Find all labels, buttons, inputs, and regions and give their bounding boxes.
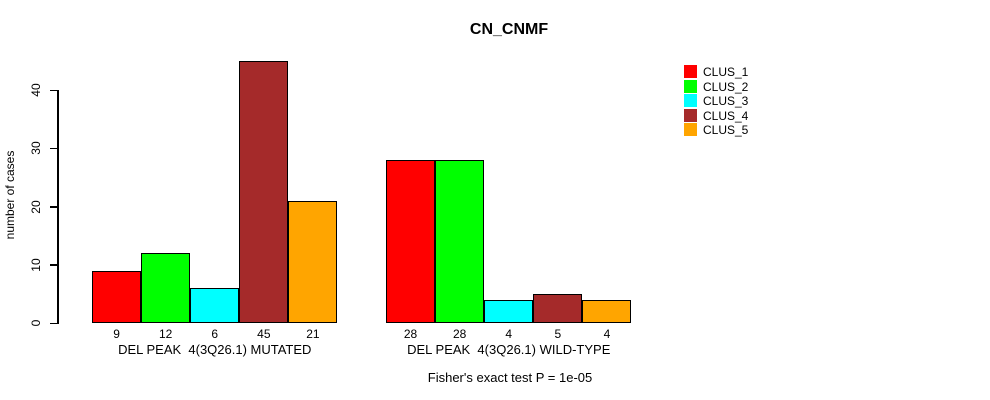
bar-clus_2-group2 <box>435 160 485 323</box>
bar-clus_5-group2 <box>582 299 632 323</box>
legend-label-clus_3: CLUS_3 <box>703 94 749 109</box>
y-tick-mark <box>50 147 58 150</box>
chart-title: CN_CNMF <box>469 21 549 38</box>
clus_5-color-swatch <box>684 123 697 137</box>
y-tick-mark <box>50 206 58 208</box>
bar-value-label: 9 <box>113 327 120 341</box>
y-tick-mark <box>50 89 58 92</box>
legend-row-clus_5: CLUS_5 <box>684 123 784 137</box>
y-tick-label: 20 <box>29 199 43 214</box>
fisher-test-annotation: Fisher's exact test P = 1e-05 <box>427 370 593 385</box>
y-axis-line <box>57 90 59 324</box>
bar-value-label: 28 <box>452 327 467 341</box>
bar-clus_4-group1 <box>239 61 289 323</box>
clus_2-color-swatch <box>684 79 697 93</box>
clus_3-color-swatch <box>684 94 697 108</box>
legend: CLUS_1 CLUS_2 CLUS_3 CLUS_4 CLUS_5 <box>684 65 784 140</box>
legend-row-clus_4: CLUS_4 <box>684 108 784 123</box>
bar-clus_5-group1 <box>288 200 338 323</box>
bar-value-label: 4 <box>603 327 611 341</box>
y-tick-label: 30 <box>29 141 43 156</box>
bar-value-label: 5 <box>554 327 562 341</box>
y-tick-label: 0 <box>29 319 43 327</box>
legend-label-clus_4: CLUS_4 <box>703 108 749 123</box>
bar-value-label: 45 <box>257 327 271 341</box>
bar-clus_1-group2 <box>386 160 436 323</box>
bar-clus_3-group1 <box>190 288 240 323</box>
legend-row-clus_1: CLUS_1 <box>684 65 784 79</box>
bar-value-label: 12 <box>158 327 173 341</box>
legend-row-clus_3: CLUS_3 <box>684 94 784 108</box>
legend-label-clus_1: CLUS_1 <box>703 65 749 79</box>
y-tick-label: 10 <box>29 258 43 272</box>
y-tick-mark <box>50 264 58 266</box>
bar-clus_3-group2 <box>484 299 534 323</box>
bar-value-label: 21 <box>306 327 320 341</box>
bar-clus_4-group2 <box>533 293 583 323</box>
legend-row-clus_2: CLUS_2 <box>684 79 784 94</box>
bar-clus_1-group1 <box>92 270 142 323</box>
group-label: DEL PEAK 4(3Q26.1) MUTATED <box>118 342 312 357</box>
legend-label-clus_2: CLUS_2 <box>703 79 749 94</box>
bar-value-label: 28 <box>403 327 418 341</box>
legend-label-clus_5: CLUS_5 <box>703 123 749 138</box>
clus_4-color-swatch <box>684 108 697 122</box>
bar-value-label: 4 <box>505 327 513 341</box>
bar-clus_2-group1 <box>141 253 191 323</box>
y-tick-label: 40 <box>29 83 43 97</box>
bar-value-label: 6 <box>211 327 219 341</box>
y-tick-mark <box>50 322 58 324</box>
group-label: DEL PEAK 4(3Q26.1) WILD-TYPE <box>407 342 611 357</box>
clus_1-color-swatch <box>684 65 697 78</box>
